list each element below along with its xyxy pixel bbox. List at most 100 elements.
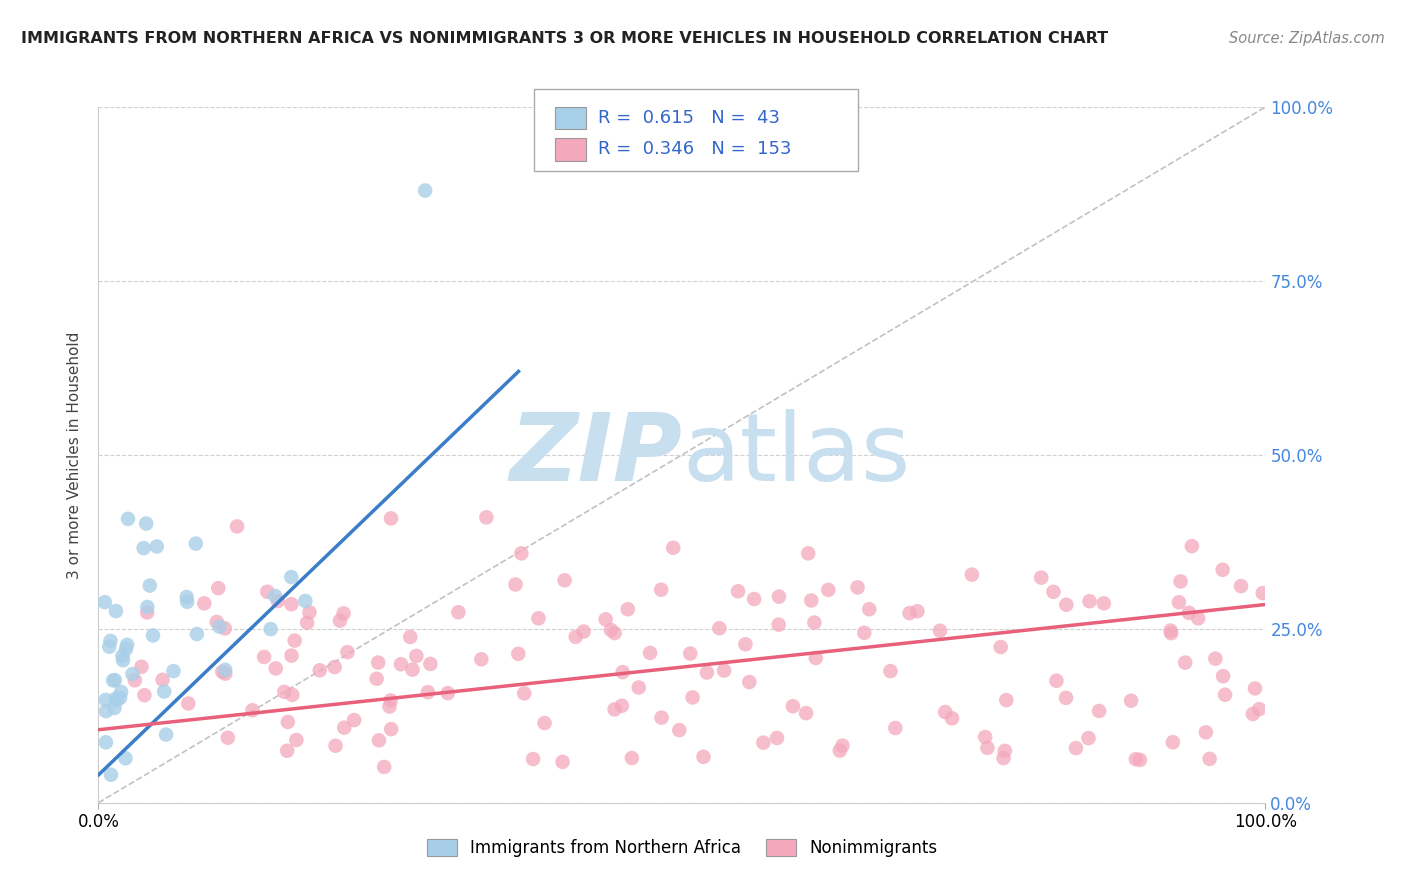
Point	[267, 594, 290, 608]
Point	[226, 519, 249, 533]
Text: ZIP: ZIP	[509, 409, 682, 501]
Point	[993, 751, 1015, 765]
Point	[153, 684, 176, 698]
Point	[162, 664, 184, 678]
Point	[650, 582, 672, 597]
Point	[1241, 706, 1264, 721]
Point	[1168, 595, 1191, 609]
Point	[135, 516, 157, 531]
Point	[333, 721, 356, 735]
Point	[709, 621, 731, 635]
Point	[1045, 673, 1067, 688]
Point	[960, 567, 983, 582]
Point	[294, 594, 316, 608]
Point	[280, 648, 302, 663]
Point	[475, 510, 498, 524]
Point	[104, 604, 127, 618]
Point	[193, 596, 215, 610]
Point	[782, 699, 804, 714]
Point	[295, 615, 318, 630]
Point	[616, 602, 638, 616]
Point	[207, 581, 229, 595]
Legend: Immigrants from Northern Africa, Nonimmigrants: Immigrants from Northern Africa, Nonimmi…	[420, 832, 943, 864]
Point	[1249, 702, 1271, 716]
Point	[1160, 626, 1182, 640]
Point	[679, 647, 702, 661]
Point	[990, 640, 1012, 654]
Point	[522, 752, 544, 766]
Point	[995, 693, 1018, 707]
Point	[831, 739, 853, 753]
Text: IMMIGRANTS FROM NORTHERN AFRICA VS NONIMMIGRANTS 3 OR MORE VEHICLES IN HOUSEHOLD: IMMIGRANTS FROM NORTHERN AFRICA VS NONIM…	[21, 31, 1108, 46]
Point	[804, 651, 827, 665]
Point	[285, 733, 308, 747]
Point	[554, 574, 576, 588]
Point	[595, 612, 617, 626]
Point	[603, 702, 626, 716]
Point	[1204, 651, 1226, 665]
Point	[108, 690, 131, 705]
Point	[1178, 606, 1201, 620]
Point	[280, 597, 302, 611]
Point	[638, 646, 661, 660]
Point	[380, 511, 402, 525]
Point	[1119, 694, 1142, 708]
Point	[343, 713, 366, 727]
Point	[416, 685, 439, 699]
Point	[253, 650, 276, 665]
Point	[211, 665, 233, 679]
Point	[527, 611, 550, 625]
Point	[94, 735, 117, 749]
Point	[934, 705, 956, 719]
Point	[281, 688, 304, 702]
Point	[98, 640, 121, 654]
Point	[176, 595, 198, 609]
Point	[155, 728, 177, 742]
Point	[94, 704, 117, 718]
Point	[176, 590, 198, 604]
Point	[1042, 584, 1064, 599]
Point	[380, 722, 402, 736]
Point	[1064, 741, 1087, 756]
Point	[1077, 731, 1099, 745]
Point	[447, 605, 470, 619]
Point	[115, 642, 138, 657]
Point	[405, 648, 427, 663]
Point	[105, 693, 128, 707]
Point	[1054, 598, 1077, 612]
Point	[817, 582, 839, 597]
Point	[713, 664, 735, 678]
Point	[115, 638, 138, 652]
Point	[1092, 596, 1115, 610]
Point	[214, 666, 236, 681]
Point	[994, 744, 1017, 758]
Point	[1170, 574, 1192, 589]
Point	[100, 768, 122, 782]
Point	[564, 630, 586, 644]
Point	[797, 546, 820, 560]
Point	[104, 673, 127, 687]
Point	[256, 584, 278, 599]
Point	[508, 647, 530, 661]
Point	[111, 653, 134, 667]
Point	[136, 606, 159, 620]
Point	[132, 541, 155, 555]
Point	[766, 731, 789, 745]
Point	[336, 645, 359, 659]
Point	[941, 711, 963, 725]
Point	[662, 541, 685, 555]
Point	[117, 512, 139, 526]
Point	[131, 659, 153, 673]
Point	[276, 744, 298, 758]
Point	[692, 749, 714, 764]
Y-axis label: 3 or more Vehicles in Household: 3 or more Vehicles in Household	[67, 331, 83, 579]
Point	[208, 620, 231, 634]
Point	[205, 615, 228, 629]
Point	[1174, 656, 1197, 670]
Point	[768, 617, 790, 632]
Point	[110, 685, 132, 699]
Point	[186, 627, 208, 641]
Point	[217, 731, 239, 745]
Point	[974, 730, 997, 744]
Point	[367, 656, 389, 670]
